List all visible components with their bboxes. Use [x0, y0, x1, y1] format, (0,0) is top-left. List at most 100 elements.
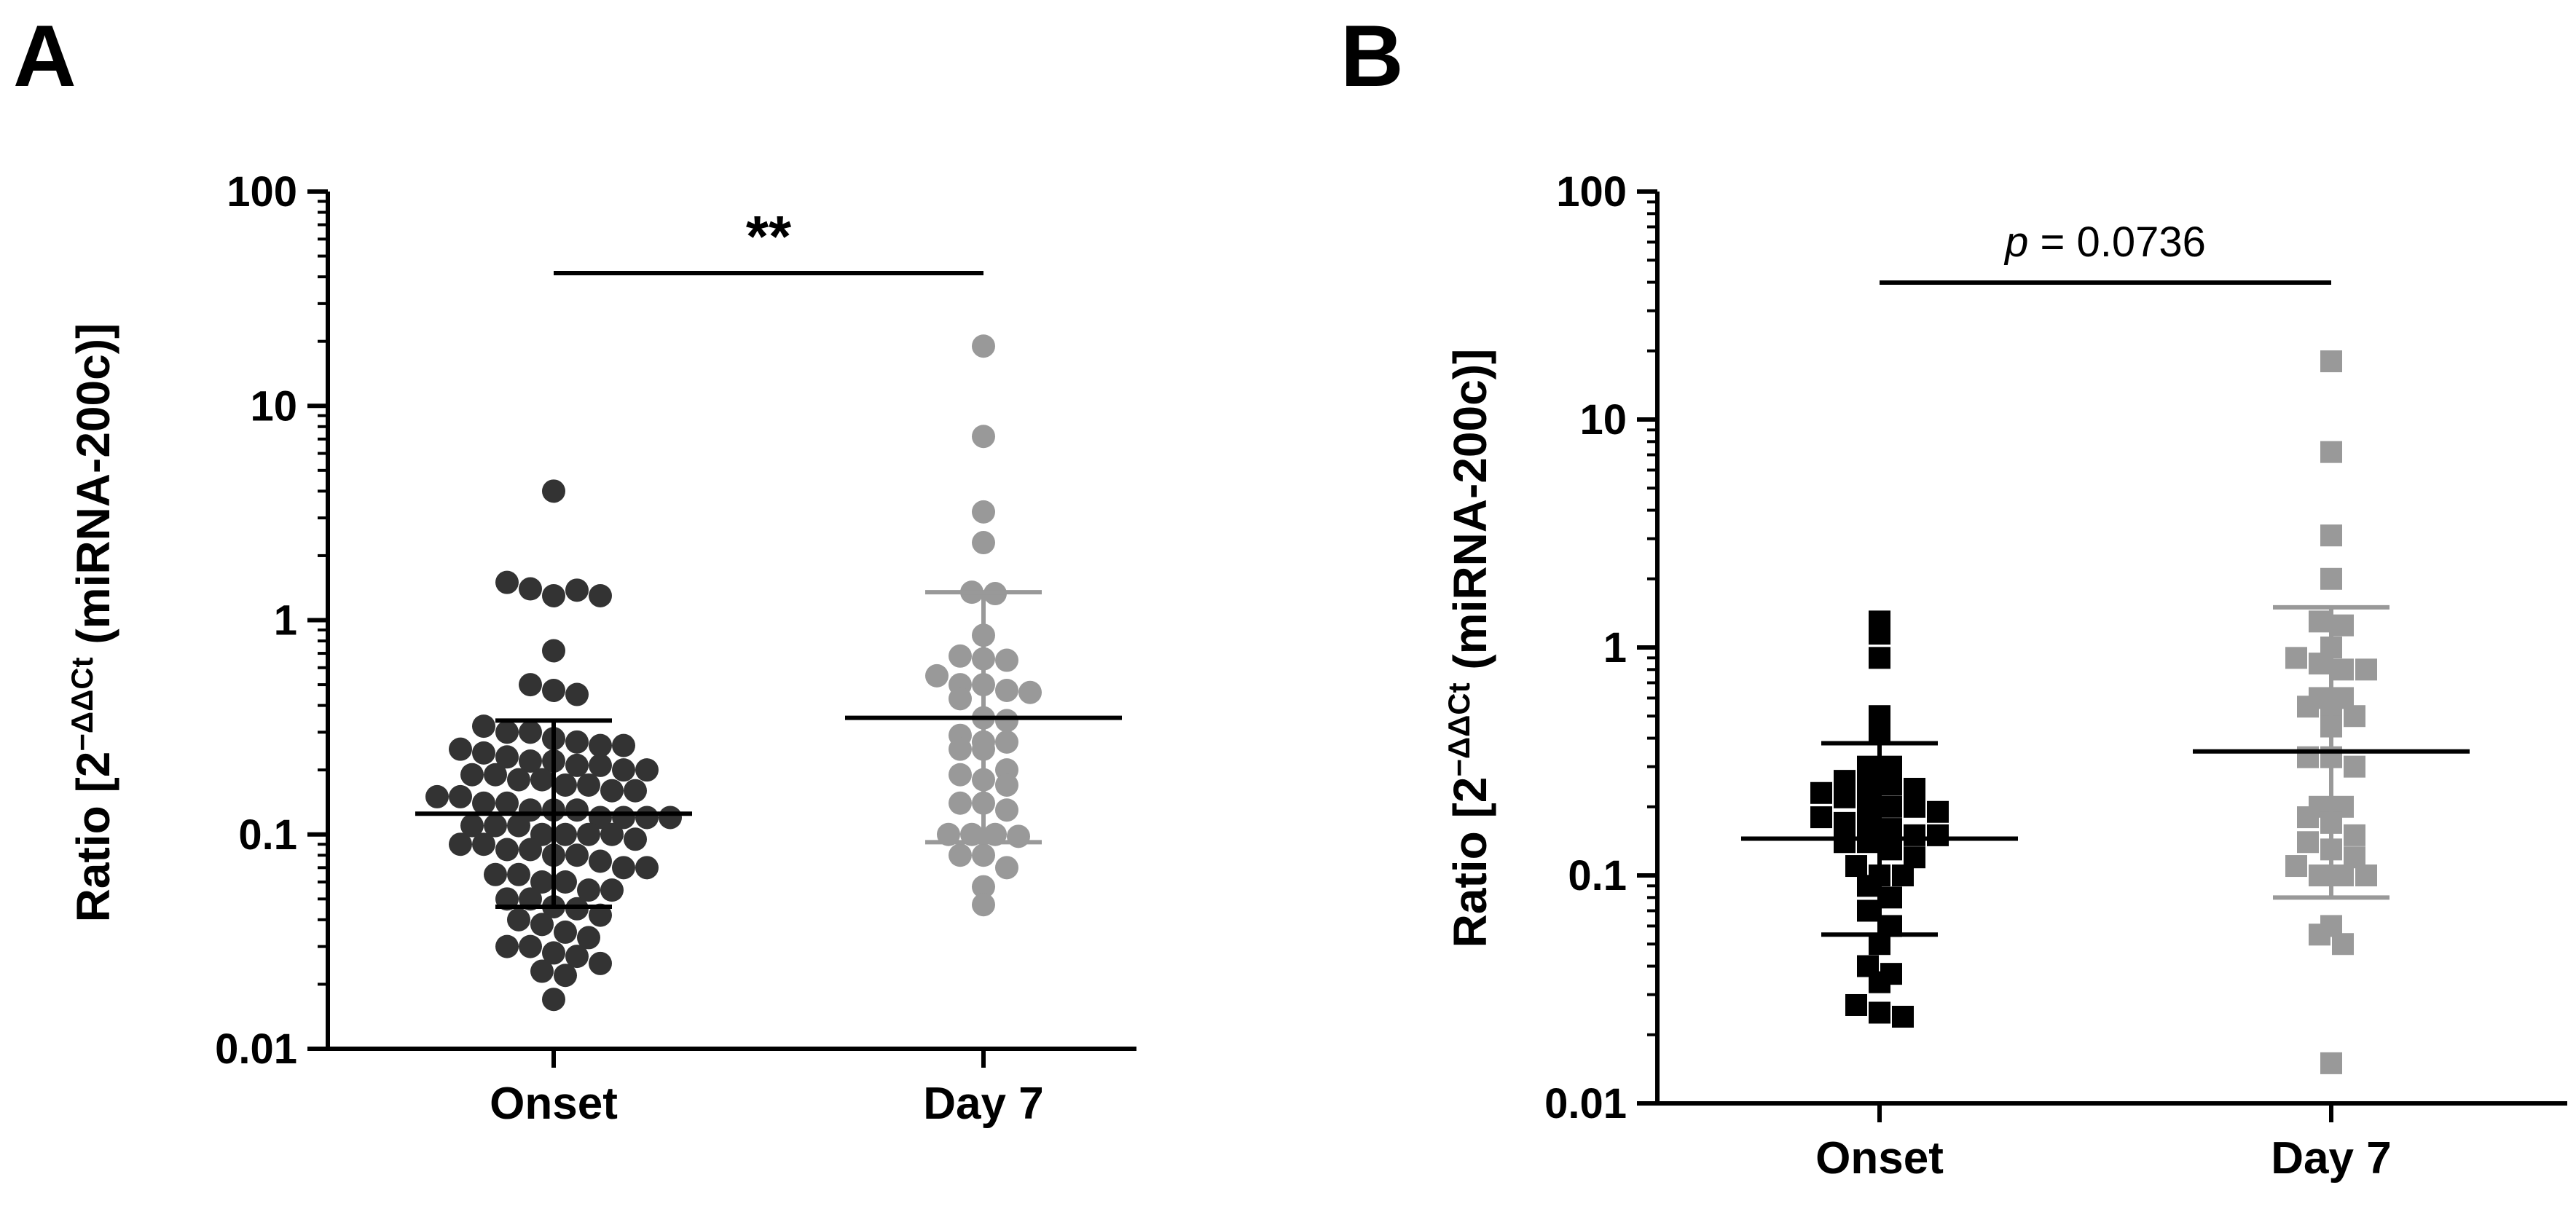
panel-a-point-onset: [495, 934, 519, 958]
panel-a-point-onset: [507, 907, 530, 932]
panel-a-point-onset: [495, 745, 519, 769]
panel-a-point-onset: [449, 832, 472, 856]
panel-b-point-day-7: [2332, 933, 2354, 956]
panel-b-point-day-7: [2297, 831, 2319, 854]
panel-b-point-onset: [1880, 818, 1902, 840]
panel-a-y-tick-label: 100: [227, 168, 297, 216]
panel-b-y-tick-label: 0.01: [1544, 1080, 1627, 1127]
panel-a-point-onset: [577, 822, 600, 846]
panel-a-point-onset: [589, 849, 612, 873]
panel-b-significance-label: p = 0.0736: [2003, 218, 2206, 266]
panel-a-point-onset: [542, 678, 565, 702]
panel-a-point-day-7: [995, 678, 1018, 702]
panel-a-point-day-7: [995, 730, 1018, 754]
panel-a-y-axis: 0.01 0.1 1 10 100: [215, 168, 330, 1073]
panel-a-point-onset: [589, 583, 612, 607]
panel-a-point-onset: [530, 768, 554, 792]
panel-a-point-day-7: [949, 843, 972, 867]
panel-b-point-day-7: [2320, 524, 2342, 547]
panel-a-point-day-7: [995, 709, 1018, 733]
panel-a-point-onset: [565, 730, 589, 754]
panel-a-point-onset: [530, 913, 554, 937]
panel-a-point-onset: [589, 733, 612, 757]
panel-a-point-onset: [635, 856, 659, 880]
panel-a-point-day-7: [949, 644, 972, 668]
panel-a-point-day-7: [972, 893, 995, 917]
panel-a-point-onset: [460, 814, 484, 838]
panel-a-point-onset: [542, 988, 565, 1012]
panel-b-point-onset: [1880, 886, 1902, 909]
panel-a-point-onset: [519, 673, 542, 697]
panel-b-y-axis: 0.01 0.1 1 10 100: [1544, 168, 1660, 1127]
panel-b-point-onset: [1857, 875, 1879, 897]
panel-b-point-onset: [1892, 1005, 1914, 1028]
panel-b-point-onset: [1880, 795, 1902, 818]
panel-b-x-axis: Onset Day 7: [1657, 1101, 2567, 1183]
panel-b-point-day-7: [2344, 824, 2365, 846]
panel-b-point-onset: [1869, 623, 1890, 645]
panel-a-point-onset: [530, 870, 554, 894]
panel-a-point-day-7: [949, 791, 972, 815]
panel-a-point-onset: [589, 753, 612, 777]
panel-b-letter: B: [1340, 7, 1404, 105]
panel-a-y-tick-label: 10: [250, 382, 297, 430]
panel-b-point-day-7: [2320, 1052, 2342, 1074]
panel-a-point-onset: [577, 878, 600, 902]
panel-a-point-onset: [554, 822, 577, 846]
panel-b-point-onset: [1869, 971, 1890, 993]
panel-b-point-day-7: [2309, 864, 2330, 886]
panel-a-point-onset: [507, 814, 530, 838]
panel-a-point-onset: [519, 720, 542, 744]
panel-a-point-onset: [542, 941, 565, 965]
panel-a-point-onset: [495, 720, 519, 744]
panel-a-point-onset: [624, 779, 647, 803]
panel-b-point-onset: [1927, 824, 1949, 846]
panel-b-y-tick-label: 1: [1603, 624, 1627, 671]
panel-a-point-day-7: [949, 687, 972, 711]
panel-b-point-onset: [1880, 773, 1902, 796]
panel-a-point-day-7: [1007, 824, 1030, 848]
panel-b-point-day-7: [2320, 567, 2342, 590]
panel-a-x-axis: Onset Day 7: [328, 1047, 1136, 1129]
panel-a-y-label: Ratio [2−ΔΔCt (miRNA-200c)]: [65, 323, 120, 923]
panel-a-point-day-7: [1018, 680, 1042, 704]
panel-b-point-onset: [1869, 647, 1890, 669]
panel-a-significance-stars: **: [746, 204, 792, 269]
panel-b-point-day-7: [2344, 755, 2365, 778]
panel-a-point-onset: [565, 578, 589, 602]
panel-b-y-label: Ratio [2−ΔΔCt (miRNA-200c)]: [1442, 349, 1497, 948]
panel-a-point-onset: [472, 832, 495, 856]
panel-b-point-onset: [1857, 831, 1879, 854]
panel-b-point-onset: [1810, 781, 1832, 804]
panel-b-point-day-7: [2355, 864, 2377, 886]
panel-a-point-onset: [589, 951, 612, 975]
panel-a-point-onset: [612, 733, 635, 757]
panel-b-point-onset: [1857, 791, 1879, 814]
panel-a-point-onset: [600, 822, 624, 846]
panel-b-point-onset: [1845, 993, 1867, 1016]
panel-a-point-onset: [577, 773, 600, 797]
panel-a-point-onset: [542, 583, 565, 607]
panel-b-point-day-7: [2320, 350, 2342, 373]
panel-a-point-onset: [484, 862, 507, 886]
panel-b-point-onset: [1857, 899, 1879, 922]
panel-b-point-day-7: [2344, 705, 2365, 728]
panel-a-point-day-7: [925, 663, 949, 688]
panel-a-point-onset: [449, 737, 472, 761]
panel-a-point-onset: [472, 791, 495, 815]
panel-a-point-onset: [495, 791, 519, 815]
panel-a-point-onset: [612, 856, 635, 880]
panel-b-point-onset: [1834, 831, 1856, 854]
panel-b-point-day-7: [2297, 806, 2319, 829]
panel-a-point-onset: [472, 714, 495, 739]
panel-b-point-onset: [1834, 786, 1856, 808]
panel-b-point-day-7: [2309, 653, 2330, 675]
panel-a-point-onset: [624, 827, 647, 851]
panel-a-point-onset: [659, 806, 682, 830]
panel-a-point-onset: [519, 749, 542, 773]
panel-a-point-onset: [484, 763, 507, 787]
panel-a-point-onset: [554, 773, 577, 797]
panel-a-point-onset: [519, 838, 542, 862]
